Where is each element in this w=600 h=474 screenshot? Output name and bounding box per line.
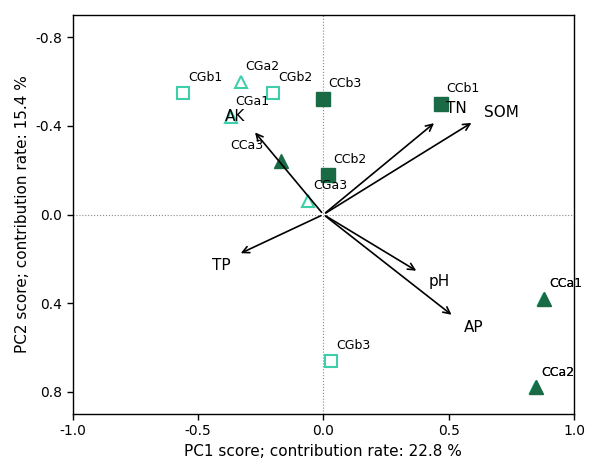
Text: TP: TP bbox=[212, 258, 231, 273]
Text: CCb3: CCb3 bbox=[328, 77, 362, 91]
Text: CGb2: CGb2 bbox=[278, 71, 313, 84]
Text: AP: AP bbox=[464, 320, 484, 335]
Text: CCa1: CCa1 bbox=[549, 277, 582, 290]
Y-axis label: PC2 score; contribution rate: 15.4 %: PC2 score; contribution rate: 15.4 % bbox=[15, 75, 30, 354]
Text: CGb3: CGb3 bbox=[336, 339, 370, 352]
Text: CCa1: CCa1 bbox=[549, 277, 582, 290]
Text: CGb1: CGb1 bbox=[188, 71, 223, 84]
Text: CGa3: CGa3 bbox=[313, 179, 347, 192]
X-axis label: PC1 score; contribution rate: 22.8 %: PC1 score; contribution rate: 22.8 % bbox=[184, 444, 463, 459]
Text: CGa2: CGa2 bbox=[246, 60, 280, 73]
Text: CCb1: CCb1 bbox=[446, 82, 479, 95]
Text: CCa3: CCa3 bbox=[231, 139, 264, 153]
Text: pH: pH bbox=[428, 273, 450, 289]
Text: CGa1: CGa1 bbox=[236, 95, 270, 108]
Text: CCa2: CCa2 bbox=[541, 365, 575, 379]
Text: TN: TN bbox=[446, 100, 467, 116]
Text: CCb2: CCb2 bbox=[334, 153, 367, 166]
Text: AK: AK bbox=[226, 109, 246, 125]
Text: SOM: SOM bbox=[484, 105, 518, 120]
Text: CCa2: CCa2 bbox=[541, 365, 575, 379]
